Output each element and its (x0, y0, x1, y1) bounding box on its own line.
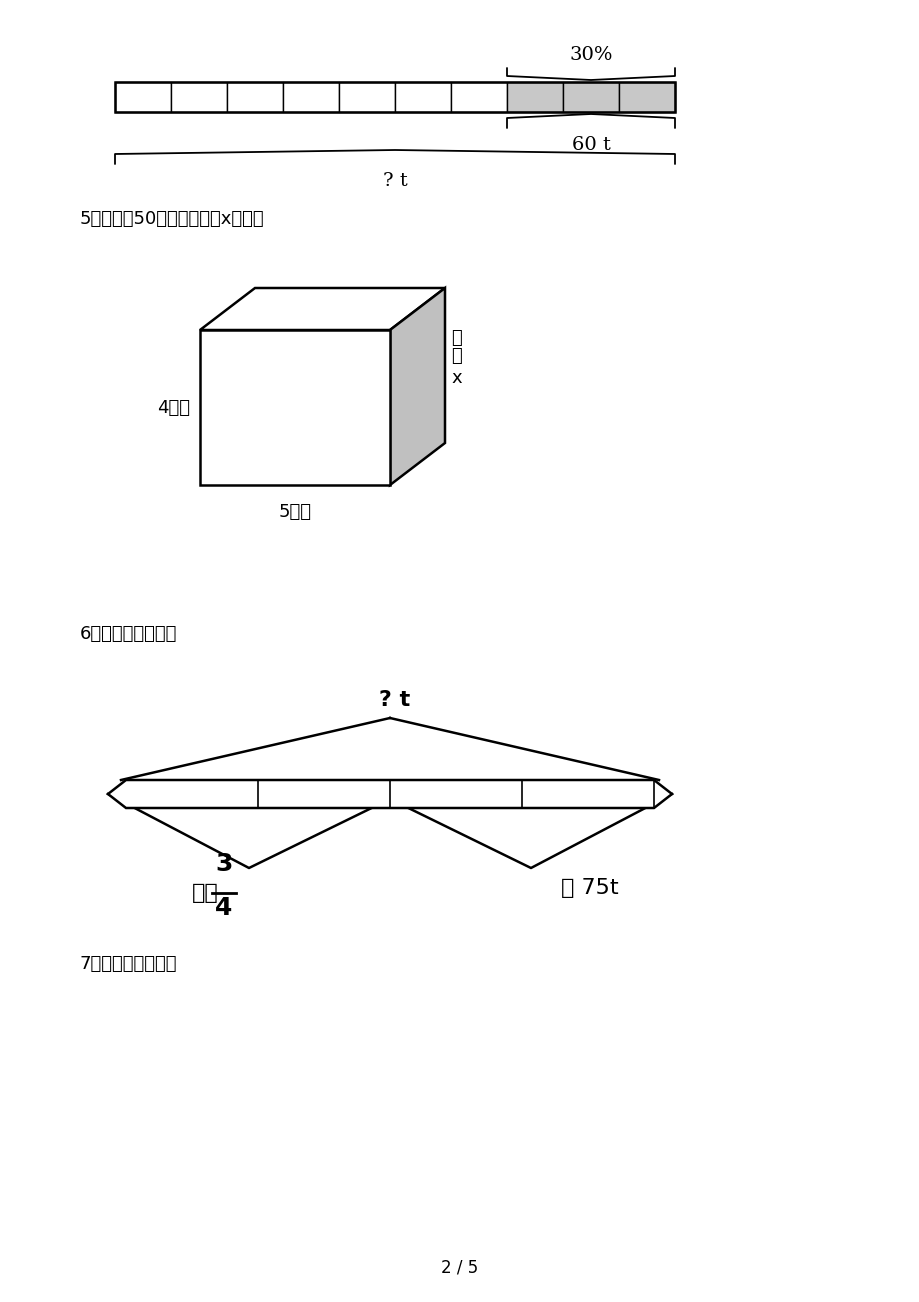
Bar (171, 82, 227, 112)
Bar (450, 82, 506, 112)
Text: ? t: ? t (379, 690, 410, 710)
Text: 3: 3 (215, 852, 233, 876)
Polygon shape (390, 288, 445, 486)
Bar (115, 82, 675, 112)
Polygon shape (199, 288, 445, 329)
Text: x: x (451, 368, 462, 387)
Text: 2 / 5: 2 / 5 (441, 1259, 478, 1277)
Bar (506, 82, 562, 112)
Text: ? t: ? t (382, 172, 407, 190)
Bar (562, 82, 618, 112)
Bar (283, 82, 338, 112)
Polygon shape (108, 780, 671, 809)
Bar (227, 82, 283, 112)
Text: 米: 米 (451, 346, 462, 365)
Text: 7．看图列式计算。: 7．看图列式计算。 (80, 954, 177, 973)
Text: 剩 75t: 剩 75t (561, 878, 618, 898)
Bar (199, 329, 390, 486)
Text: 30%: 30% (569, 46, 612, 64)
Text: 厘: 厘 (451, 328, 462, 346)
Bar (394, 82, 450, 112)
Text: 4厘米: 4厘米 (157, 398, 190, 417)
Text: 4: 4 (215, 896, 233, 921)
Bar (338, 82, 394, 112)
Bar (618, 82, 675, 112)
Bar (115, 82, 171, 112)
Text: 60 t: 60 t (571, 135, 610, 154)
Text: 5厘米: 5厘米 (278, 503, 312, 521)
Text: 运走: 运走 (192, 883, 219, 904)
Text: 5．体积：50立方厘米，求x的值。: 5．体积：50立方厘米，求x的值。 (80, 210, 265, 228)
Text: 6．看图列式计算。: 6．看图列式计算。 (80, 625, 177, 643)
